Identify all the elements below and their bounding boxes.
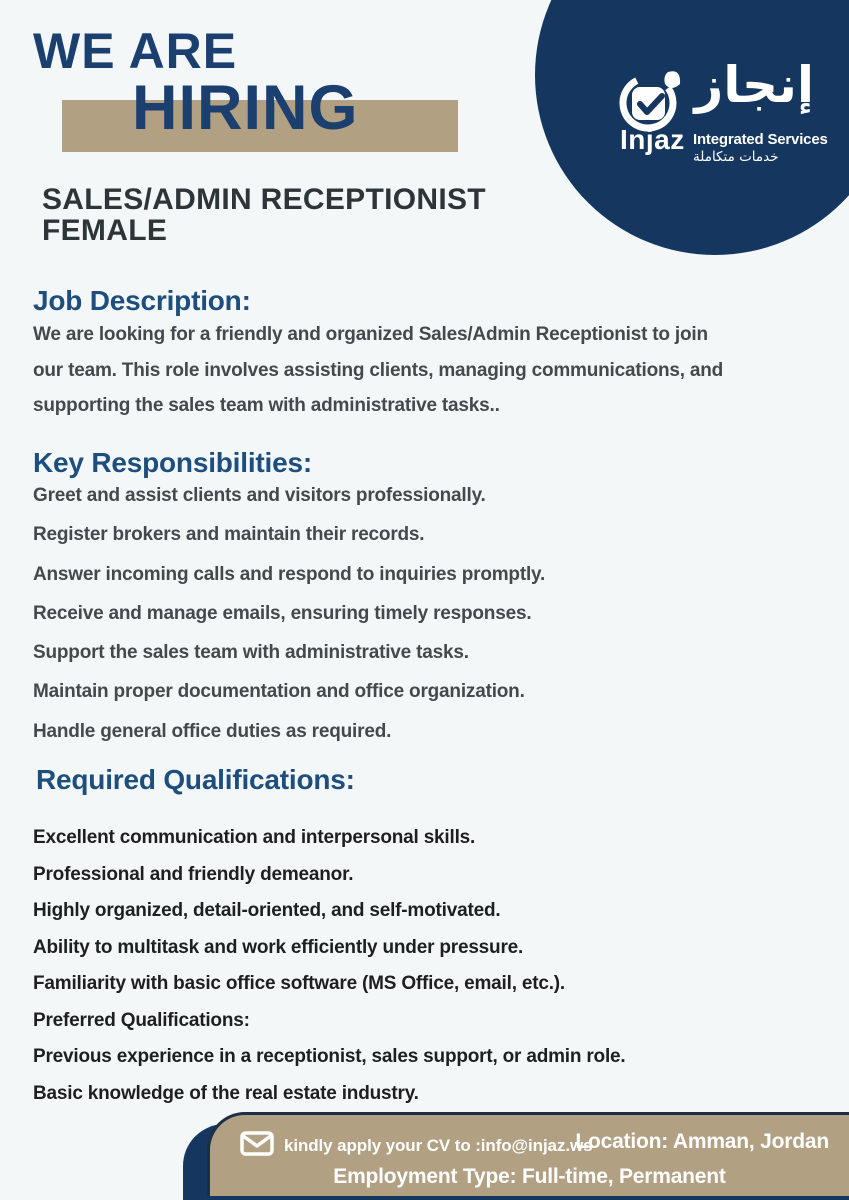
job-title-line2: FEMALE — [42, 214, 168, 247]
footer-bar: kindly apply your CV to :info@injaz.ws L… — [207, 1112, 849, 1196]
headline-we-are: WE ARE — [33, 23, 238, 79]
job-title: SALES/ADMIN RECEPTIONIST FEMALE — [42, 184, 486, 246]
job-description-line: We are looking for a friendly and organi… — [33, 324, 708, 345]
job-title-line1: SALES/ADMIN RECEPTIONIST — [42, 183, 486, 216]
qualification-item: Preferred Qualifications: — [33, 1009, 250, 1031]
headline-highlight-bar — [62, 100, 458, 152]
logo-latin-name: Injaz — [620, 124, 685, 155]
section-heading-job-description: Job Description: — [33, 285, 251, 316]
brand-circle — [535, 0, 849, 255]
qualification-item: Highly organized, detail-oriented, and s… — [33, 900, 501, 921]
qualification-item: Familiarity with basic office software (… — [33, 973, 566, 994]
check-circle-badge-icon — [619, 71, 681, 132]
required-qualifications-list: Excellent communication and interpersona… — [33, 828, 626, 1120]
logo-tagline-en: Integrated Services — [693, 131, 828, 148]
job-description-paragraph: We are looking for a friendly and organi… — [33, 325, 723, 432]
section-heading-key-responsibilities: Key Responsibilities: — [33, 447, 312, 478]
responsibility-item: Greet and assist clients and visitors pr… — [33, 485, 486, 506]
responsibility-item: Support the sales team with administrati… — [33, 642, 469, 664]
qualification-item: Previous experience in a receptionist, s… — [33, 1046, 626, 1067]
responsibility-item: Receive and manage emails, ensuring time… — [33, 602, 532, 624]
envelope-icon — [240, 1131, 274, 1156]
location-text: Location: Amman, Jordan — [575, 1130, 829, 1153]
section-heading-required-qualifications: Required Qualifications: — [36, 764, 355, 795]
logo-arabic-name: إنجاز — [694, 56, 814, 114]
headline-hiring: HIRING — [132, 73, 359, 143]
logo-tagline-ar: خدمات متكاملة — [693, 149, 779, 165]
qualification-item: Basic knowledge of the real estate indus… — [33, 1082, 419, 1104]
responsibility-item: Answer incoming calls and respond to inq… — [33, 563, 546, 585]
qualification-item: Excellent communication and interpersona… — [33, 827, 476, 848]
responsibility-item: Register brokers and maintain their reco… — [33, 524, 425, 546]
employment-type-text: Employment Type: Full-time, Permanent — [333, 1165, 726, 1188]
job-description-line: our team. This role involves assisting c… — [33, 359, 724, 381]
check-icon — [637, 93, 665, 115]
job-description-line: supporting the sales team with administr… — [33, 395, 500, 416]
leaf-accent — [664, 71, 681, 88]
qualification-item: Professional and friendly demeanor. — [33, 863, 354, 885]
qualification-item: Ability to multitask and work efficientl… — [33, 936, 524, 958]
responsibility-item: Handle general office duties as required… — [33, 720, 392, 742]
responsibility-item: Maintain proper documentation and office… — [33, 681, 525, 703]
apply-cv-text: kindly apply your CV to :info@injaz.ws — [284, 1136, 593, 1155]
key-responsibilities-list: Greet and assist clients and visitors pr… — [33, 486, 545, 761]
